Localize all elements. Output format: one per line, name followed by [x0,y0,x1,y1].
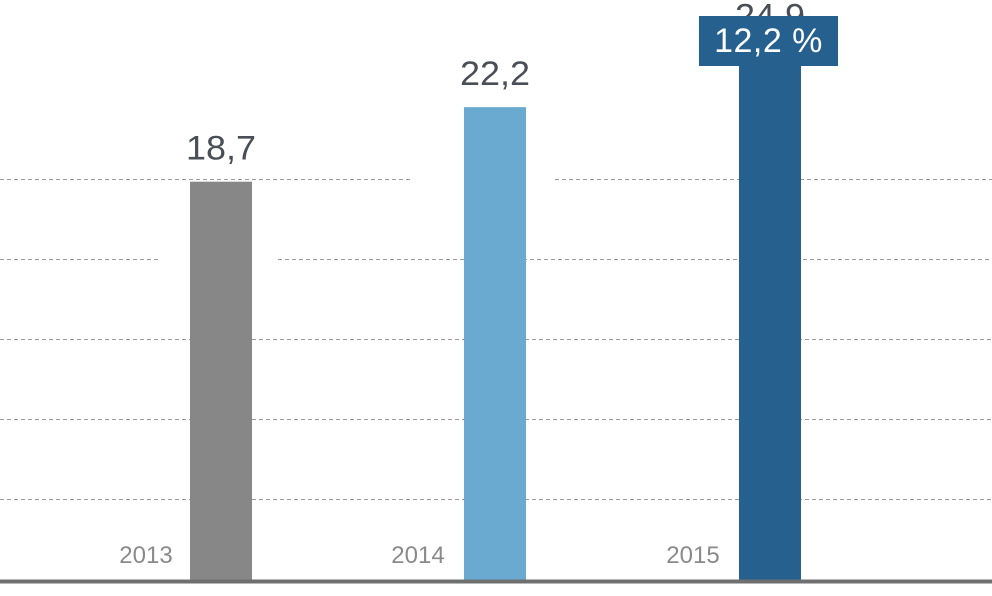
bars [190,49,801,580]
category-labels: 2013 2014 2015 [119,542,719,569]
bar-2014 [464,107,526,580]
growth-badge-text: 12,2 % [714,21,823,60]
bar-2015 [739,49,801,580]
growth-badge: 12,2 % [699,16,838,66]
category-label-2013: 2013 [119,542,172,569]
bar-2013 [190,181,252,580]
value-label-2014: 22,2 [460,55,530,93]
category-label-2015: 2015 [666,542,719,569]
value-label-2013: 18,7 [186,130,256,168]
category-label-2014: 2014 [391,542,444,569]
